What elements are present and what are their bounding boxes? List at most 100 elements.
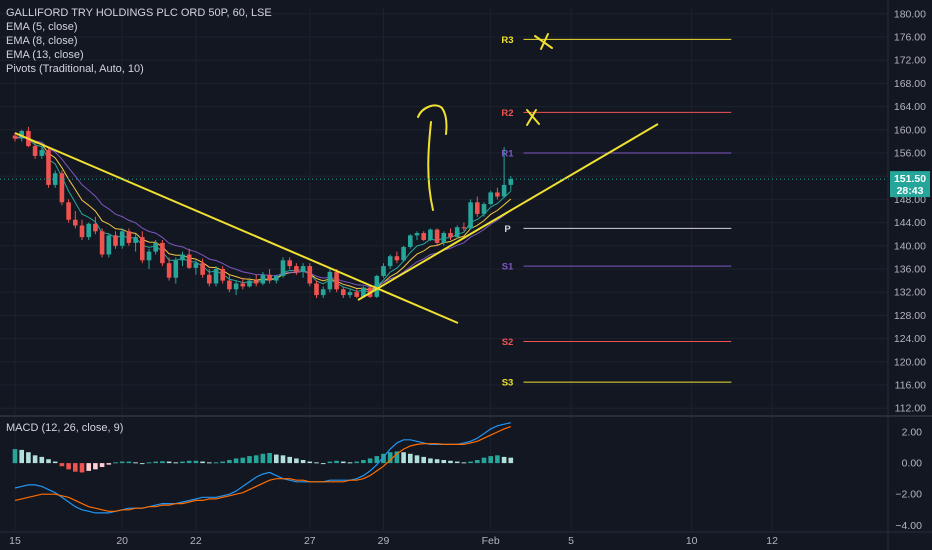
candle-body[interactable] [153,242,158,252]
candle-body[interactable] [52,173,58,185]
candle-body[interactable] [280,260,286,276]
candle-body[interactable] [260,274,266,284]
candle-body[interactable] [461,227,467,229]
candle-body[interactable] [193,263,199,268]
uptrend-line[interactable] [357,123,659,301]
macd-histogram-bar [354,461,359,464]
candle-body[interactable] [66,202,71,220]
candle-body[interactable] [247,280,252,287]
candle-body[interactable] [488,192,493,205]
candle-body[interactable] [106,235,112,255]
candle-body[interactable] [99,231,105,255]
candle-body[interactable] [12,135,18,139]
candle-body[interactable] [320,289,326,296]
macd-histogram-bar [287,456,292,464]
candle-body[interactable] [140,237,145,261]
macd-axis[interactable]: 2.00 0.00 −2.00 −4.00 [895,427,922,532]
candle-body[interactable] [428,229,433,240]
candle-body[interactable] [401,246,406,261]
candle-body[interactable] [347,292,353,296]
indicator-ema5[interactable]: EMA (5, close) [6,21,78,33]
time-tick-label: 29 [378,535,390,547]
arrow-up-annotation[interactable] [417,104,448,211]
macd-pane [12,422,514,514]
candle-body[interactable] [341,289,346,296]
candle-body[interactable] [240,283,246,287]
candle-body[interactable] [307,266,313,284]
candle-body[interactable] [374,275,380,297]
candle-body[interactable] [32,146,38,156]
candle-body[interactable] [475,202,480,214]
candle-body[interactable] [327,271,333,290]
indicator-ema8[interactable]: EMA (8, close) [6,35,78,47]
candle-body[interactable] [354,292,359,297]
candle-body[interactable] [119,231,125,246]
macd-histogram-bar [347,462,353,464]
macd-histogram-bar [280,455,286,464]
candle-body[interactable] [287,260,292,267]
candle-body[interactable] [387,256,393,267]
candle-body[interactable] [93,223,98,232]
candle-body[interactable] [186,254,192,268]
candle-body[interactable] [454,227,460,238]
candle-body[interactable] [394,256,400,261]
candle-body[interactable] [481,204,487,214]
candle-body[interactable] [39,150,45,156]
candle-body[interactable] [381,266,386,276]
candle-body[interactable] [314,283,319,296]
price-tick-label: 164.00 [894,101,926,113]
cross-mark-r3[interactable] [534,33,553,50]
candle-body[interactable] [233,283,239,290]
candle-body[interactable] [126,231,132,243]
time-tick-label: Feb [482,535,500,547]
cross-mark-r2[interactable] [526,109,540,126]
macd-legend[interactable]: MACD (12, 26, close, 9) [6,422,124,434]
candle-body[interactable] [274,275,279,281]
candle-body[interactable] [166,263,172,278]
price-tick-label: 120.00 [894,356,926,368]
candle-body[interactable] [361,287,366,297]
candle-body[interactable] [207,274,212,284]
indicator-ema13[interactable]: EMA (13, close) [6,49,84,61]
macd-histogram-bar [421,456,426,464]
candle-body[interactable] [434,229,440,243]
candle-body[interactable] [508,179,514,185]
candle-body[interactable] [334,271,339,290]
candle-body[interactable] [46,150,51,185]
macd-histogram-bar [113,462,118,464]
candle-body[interactable] [86,223,91,238]
time-axis[interactable]: 15 20 22 27 29 Feb 5 10 12 [9,535,778,547]
chart-title[interactable]: GALLIFORD TRY HOLDINGS PLC ORD 50P, 60, … [6,7,272,19]
candle-body[interactable] [414,233,420,236]
candle-body[interactable] [180,254,185,261]
candle-body[interactable] [146,251,152,261]
candle-body[interactable] [173,260,179,278]
candle-body[interactable] [441,233,447,243]
candle-body[interactable] [294,266,299,272]
candle-body[interactable] [200,263,205,275]
candle-body[interactable] [160,242,165,264]
time-tick-label: 10 [686,535,698,547]
candle-body[interactable] [448,233,453,238]
candle-body[interactable] [408,235,413,247]
candle-body[interactable] [267,274,272,281]
candle-body[interactable] [421,233,426,240]
candle-body[interactable] [59,173,65,203]
candle-body[interactable] [495,192,500,197]
candle-body[interactable] [133,237,138,243]
candle-body[interactable] [501,184,507,197]
macd-histogram-bar [19,449,24,464]
indicator-pivots[interactable]: Pivots (Traditional, Auto, 10) [6,63,144,75]
candle-body[interactable] [227,280,232,290]
candle-body[interactable] [19,130,24,139]
candle-body[interactable] [220,269,225,281]
candle-body[interactable] [213,269,219,284]
candle-body[interactable] [468,202,473,229]
downtrend-line[interactable] [14,132,459,324]
candle-body[interactable] [79,225,85,238]
candle-body[interactable] [300,266,306,272]
candle-body[interactable] [253,280,259,284]
macd-histogram-bar [468,461,473,464]
candle-body[interactable] [113,235,118,246]
candle-body[interactable] [73,219,78,226]
